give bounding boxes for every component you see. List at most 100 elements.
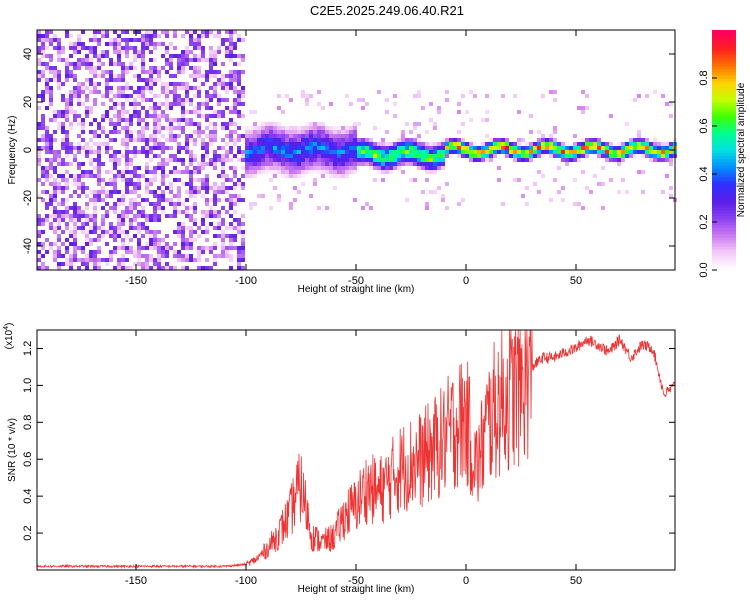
- spectrogram-cell: [249, 146, 253, 150]
- colorbar-step: [712, 222, 736, 226]
- spectrogram-cell: [213, 58, 217, 62]
- spectrogram-cell: [337, 170, 341, 174]
- spectrogram-cell: [565, 150, 569, 154]
- spectrogram-cell: [209, 130, 213, 134]
- spectrogram-cell: [437, 166, 441, 170]
- spectrogram-cell: [601, 146, 605, 150]
- spectrogram-cell: [205, 126, 209, 130]
- colorbar-step: [712, 189, 736, 193]
- spectrogram-cell: [205, 30, 209, 34]
- spectrogram-cell: [325, 166, 329, 170]
- spectrogram-cell: [133, 262, 137, 266]
- spectrogram-cell: [105, 114, 109, 118]
- spectrogram-cell: [161, 114, 165, 118]
- spectrogram-cell: [265, 162, 269, 166]
- colorbar-tick-label: 0.6: [698, 118, 710, 133]
- spectrogram-cell: [153, 178, 157, 182]
- spectrogram-cell: [301, 138, 305, 142]
- spectrogram-cell: [201, 74, 205, 78]
- spectrogram-cell: [397, 162, 401, 166]
- colorbar-step: [712, 72, 736, 76]
- spectrogram-cell: [221, 222, 225, 226]
- spectrogram-cell: [197, 162, 201, 166]
- spectrogram-cell: [549, 198, 553, 202]
- spectrogram-cell: [553, 178, 557, 182]
- spectrogram-cell: [649, 158, 653, 162]
- spectrogram-cell: [213, 50, 217, 54]
- spectrogram-cell: [321, 150, 325, 154]
- spectrogram-cell: [101, 74, 105, 78]
- spectrogram-cell: [157, 146, 161, 150]
- spectrogram-cell: [357, 98, 361, 102]
- spectrogram-cell: [597, 146, 601, 150]
- spectrogram-cell: [197, 258, 201, 262]
- spectrogram-cell: [393, 146, 397, 150]
- spectrogram-cell: [77, 206, 81, 210]
- spectrogram-cell: [169, 118, 173, 122]
- spectrogram-cell: [49, 214, 53, 218]
- spectrogram-cell: [297, 130, 301, 134]
- spectrogram-cell: [237, 226, 241, 230]
- spectrogram-cell: [169, 42, 173, 46]
- spectrogram-cell: [145, 42, 149, 46]
- spectrogram-cell: [97, 66, 101, 70]
- spectrogram-cell: [441, 198, 445, 202]
- spectrogram-cell: [45, 150, 49, 154]
- spectrogram-cell: [549, 134, 553, 138]
- spectrogram-cell: [321, 174, 325, 178]
- spectrogram-cell: [213, 34, 217, 38]
- spectrogram-cell: [153, 210, 157, 214]
- spectrogram-cell: [197, 114, 201, 118]
- spectrogram-cell: [233, 226, 237, 230]
- spectrogram-cell: [97, 182, 101, 186]
- spectrogram-cell: [45, 166, 49, 170]
- spectrogram-cell: [273, 170, 277, 174]
- spectrogram-cell: [157, 142, 161, 146]
- spectrogram-cell: [165, 114, 169, 118]
- spectrogram-cell: [101, 230, 105, 234]
- spectrogram-cell: [213, 198, 217, 202]
- spectrogram-cell: [165, 158, 169, 162]
- spectrogram-cell: [153, 130, 157, 134]
- spectrogram-cell: [37, 70, 41, 74]
- spectrogram-cell: [201, 154, 205, 158]
- spectrogram-cell: [445, 138, 449, 142]
- spectrogram-cell: [225, 74, 229, 78]
- spectrogram-cell: [249, 130, 253, 134]
- spectrogram-cell: [353, 130, 357, 134]
- spectrogram-cell: [189, 242, 193, 246]
- spectrogram-cell: [145, 154, 149, 158]
- spectrogram-cell: [437, 106, 441, 110]
- spectrogram-cell: [141, 118, 145, 122]
- spectrogram-cell: [625, 190, 629, 194]
- spectrogram-cell: [405, 142, 409, 146]
- spectrogram-cell: [617, 190, 621, 194]
- spectrogram-cell: [581, 142, 585, 146]
- spectrogram-cell: [593, 138, 597, 142]
- colorbar-step: [712, 150, 736, 154]
- spectrogram-cell: [593, 150, 597, 154]
- colorbar-step: [712, 78, 736, 82]
- spectrogram-cell: [549, 90, 553, 94]
- spectrogram-cell: [53, 130, 57, 134]
- spectrogram-cell: [145, 162, 149, 166]
- spectrogram-cell: [193, 122, 197, 126]
- colorbar-step: [712, 138, 736, 142]
- spectrogram-cell: [197, 122, 201, 126]
- spectrogram-cell: [129, 66, 133, 70]
- spectrogram-cell: [145, 30, 149, 34]
- spectrogram-cell: [405, 138, 409, 142]
- spectrogram-cell: [49, 226, 53, 230]
- spectrogram-cell: [325, 142, 329, 146]
- spectrogram-cell: [125, 30, 129, 34]
- spectrogram-cell: [53, 186, 57, 190]
- spectrogram-cell: [269, 162, 273, 166]
- colorbar-step: [712, 87, 736, 91]
- spectrogram-cell: [225, 190, 229, 194]
- colorbar-step: [712, 204, 736, 208]
- spectrogram-cell: [493, 138, 497, 142]
- spectrogram-cell: [77, 58, 81, 62]
- spectrogram-cell: [333, 134, 337, 138]
- spectrogram-cell: [489, 154, 493, 158]
- spectrogram-cell: [77, 38, 81, 42]
